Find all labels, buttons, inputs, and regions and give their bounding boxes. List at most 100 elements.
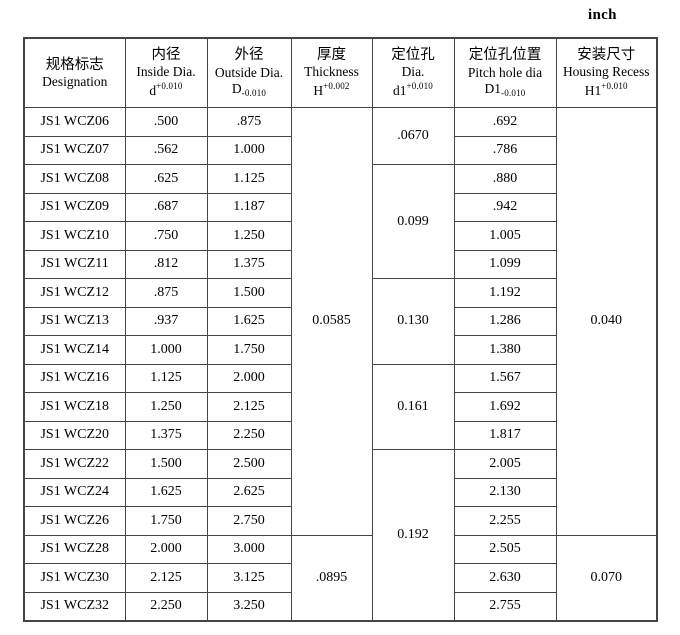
header-cn: 定位孔: [391, 47, 435, 64]
cell-designation: JS1 WCZ24: [23, 477, 126, 507]
header-symbol: H1+0.010: [584, 81, 628, 99]
cell-outside-dia: 3.250: [206, 591, 292, 622]
table-row: JS1 WCZ07 .562 1.000 .786: [23, 135, 657, 165]
cell-pitch-hole-dia: 1.286: [453, 306, 557, 336]
cell-designation: JS1 WCZ06: [23, 107, 126, 137]
cell-inside-dia: 2.000: [124, 534, 208, 564]
cell-designation: JS1 WCZ08: [23, 164, 126, 194]
header-cn: 定位孔位置: [468, 47, 542, 64]
col-header-inside-dia: 内径 Inside Dia. d+0.010: [124, 37, 208, 108]
cell-inside-dia: 1.125: [124, 363, 208, 393]
cell-designation: JS1 WCZ09: [23, 192, 126, 222]
cell-pitch-hole-dia: 1.567: [453, 363, 557, 393]
cell-inside-dia: .750: [124, 221, 208, 251]
header-cn: 安装尺寸: [577, 47, 636, 64]
cell-designation: JS1 WCZ28: [23, 534, 126, 564]
cell-inside-dia: .500: [124, 107, 208, 137]
cell-designation: JS1 WCZ32: [23, 591, 126, 622]
cell-outside-dia: 1.250: [206, 221, 292, 251]
cell-pitch-hole-dia: 2.255: [453, 506, 557, 536]
table-row: JS1 WCZ11 .812 1.375 1.099: [23, 249, 657, 279]
cell-designation: JS1 WCZ10: [23, 221, 126, 251]
cell-designation: JS1 WCZ26: [23, 506, 126, 536]
cell-inside-dia: 1.500: [124, 449, 208, 479]
cell-inside-dia: 1.750: [124, 506, 208, 536]
cell-inside-dia: .625: [124, 164, 208, 194]
col-header-housing-recess: 安装尺寸 Housing Recess H1+0.010: [555, 37, 658, 108]
cell-inside-dia: 2.250: [124, 591, 208, 622]
cell-outside-dia: 1.625: [206, 306, 292, 336]
cell-pilot-dia-merged: .0670: [371, 107, 455, 165]
table-row: JS1 WCZ14 1.000 1.750 1.380: [23, 335, 657, 365]
cell-pitch-hole-dia: 2.755: [453, 591, 557, 622]
cell-thickness-merged: .0895: [290, 534, 373, 622]
cell-pilot-dia-merged: 0.130: [371, 278, 455, 365]
cell-outside-dia: 1.125: [206, 164, 292, 194]
unit-label: inch: [588, 7, 617, 23]
col-header-designation: 规格标志 Designation: [23, 37, 126, 108]
cell-pitch-hole-dia: .942: [453, 192, 557, 222]
cell-pitch-hole-dia: 2.630: [453, 563, 557, 593]
cell-outside-dia: 2.500: [206, 449, 292, 479]
cell-inside-dia: 1.375: [124, 420, 208, 450]
cell-outside-dia: 2.250: [206, 420, 292, 450]
cell-outside-dia: 1.375: [206, 249, 292, 279]
cell-inside-dia: .812: [124, 249, 208, 279]
col-header-pitch-hole-dia: 定位孔位置 Pitch hole dia D1-0.010: [453, 37, 557, 108]
cell-pitch-hole-dia: .692: [453, 107, 557, 137]
header-en: Thickness: [304, 64, 359, 80]
header-en: Outside Dia.: [214, 64, 284, 80]
cell-pitch-hole-dia: .880: [453, 164, 557, 194]
header-symbol: D-0.010: [231, 81, 267, 99]
header-symbol: d+0.010: [149, 81, 183, 99]
cell-inside-dia: 2.125: [124, 563, 208, 593]
cell-designation: JS1 WCZ22: [23, 449, 126, 479]
cell-housing-recess-merged: 0.040: [555, 107, 658, 536]
table-row: JS1 WCZ09 .687 1.187 .942: [23, 192, 657, 222]
header-en: Inside Dia.: [136, 64, 196, 80]
cell-inside-dia: .875: [124, 278, 208, 308]
cell-pitch-hole-dia: .786: [453, 135, 557, 165]
cell-designation: JS1 WCZ14: [23, 335, 126, 365]
cell-outside-dia: 2.750: [206, 506, 292, 536]
cell-pitch-hole-dia: 1.005: [453, 221, 557, 251]
cell-outside-dia: 2.000: [206, 363, 292, 393]
header-en: Dia.: [401, 64, 425, 80]
header-en: Housing Recess: [562, 64, 650, 80]
cell-designation: JS1 WCZ16: [23, 363, 126, 393]
table-row: JS1 WCZ10 .750 1.250 1.005: [23, 221, 657, 251]
table-row: JS1 WCZ22 1.500 2.500 0.192 2.005: [23, 449, 657, 622]
header-cn: 内径: [151, 47, 181, 64]
cell-outside-dia: 1.187: [206, 192, 292, 222]
col-header-pilot-hole-dia: 定位孔 Dia. d1+0.010: [371, 37, 455, 108]
cell-inside-dia: .687: [124, 192, 208, 222]
cell-pilot-dia-merged: 0.192: [371, 449, 455, 622]
header-symbol: D1-0.010: [484, 81, 526, 99]
cell-outside-dia: 2.125: [206, 392, 292, 422]
cell-inside-dia: .937: [124, 306, 208, 336]
cell-outside-dia: 1.750: [206, 335, 292, 365]
header-cn: 厚度: [317, 47, 346, 64]
header-en: Designation: [42, 73, 108, 89]
table-row: JS1 WCZ24 1.625 2.625 2.130: [23, 477, 657, 507]
cell-outside-dia: 3.125: [206, 563, 292, 593]
header-en: Pitch hole dia: [467, 64, 543, 80]
cell-designation: JS1 WCZ12: [23, 278, 126, 308]
header-symbol: d1+0.010: [392, 81, 434, 99]
cell-inside-dia: .562: [124, 135, 208, 165]
col-header-outside-dia: 外径 Outside Dia. D-0.010: [206, 37, 292, 108]
cell-outside-dia: 1.500: [206, 278, 292, 308]
cell-designation: JS1 WCZ30: [23, 563, 126, 593]
header-row: 规格标志 Designation 内径 Inside Dia. d+0.010 …: [23, 37, 658, 108]
table-row: JS1 WCZ28 2.000 3.000 .0895 2.505 0.070: [23, 534, 658, 622]
table-row: JS1 WCZ12 .875 1.500 0.130 1.192: [23, 278, 657, 365]
cell-pitch-hole-dia: 1.192: [453, 278, 557, 308]
cell-outside-dia: 2.625: [206, 477, 292, 507]
cell-inside-dia: 1.000: [124, 335, 208, 365]
cell-designation: JS1 WCZ07: [23, 135, 126, 165]
col-header-thickness: 厚度 Thickness H+0.002: [290, 37, 373, 108]
cell-thickness-merged: 0.0585: [290, 107, 373, 536]
cell-designation: JS1 WCZ13: [23, 306, 126, 336]
spec-table: 规格标志 Designation 内径 Inside Dia. d+0.010 …: [23, 37, 658, 622]
